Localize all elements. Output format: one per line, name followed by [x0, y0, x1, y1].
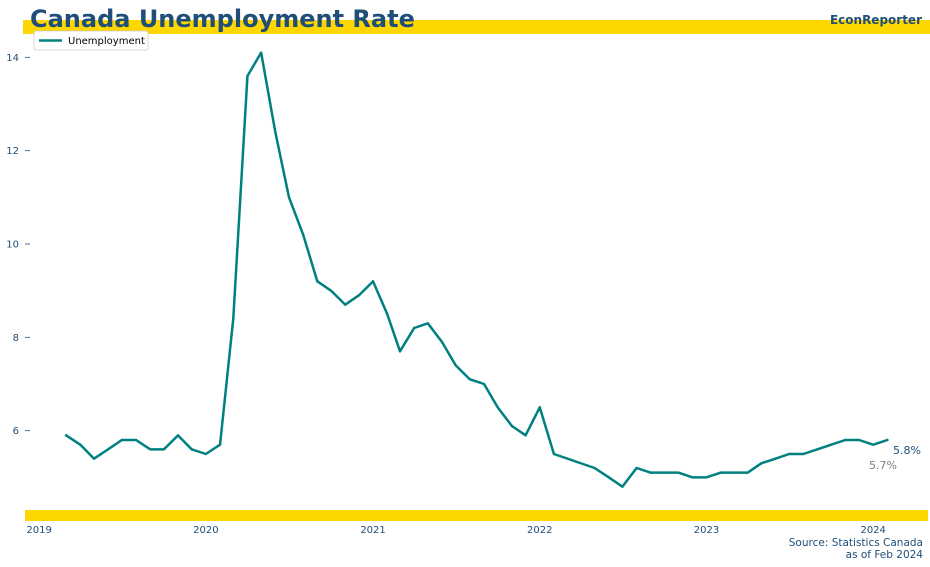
data-point [92, 457, 96, 460]
y-axis: 6 8 10 12 14 [6, 53, 30, 437]
previous-value-label: 5.7% [869, 459, 897, 472]
data-point [593, 466, 596, 470]
data-point [162, 448, 166, 451]
legend: Unemployment [33, 30, 149, 51]
series-line-unemployment [64, 51, 889, 488]
data-point [787, 452, 791, 456]
data-point [760, 462, 763, 465]
data-point [621, 485, 624, 488]
brand-logo: EconReporter [830, 13, 922, 27]
data-point [134, 438, 138, 442]
data-point [705, 476, 708, 479]
data-point [218, 443, 222, 446]
y-tick-label: 14 [6, 53, 19, 64]
data-point [371, 280, 375, 283]
x-tick-label: 2019 [26, 525, 51, 536]
data-point [468, 378, 472, 381]
x-tick-label: 2022 [527, 525, 552, 536]
data-point [677, 471, 680, 474]
data-point [343, 303, 347, 306]
data-point [691, 476, 694, 479]
y-tick-label: 8 [13, 333, 19, 344]
data-point [440, 340, 444, 344]
data-point [190, 448, 193, 451]
data-point [802, 452, 805, 456]
data-point [64, 434, 68, 437]
data-point [635, 466, 638, 470]
data-point [719, 471, 722, 474]
data-point [79, 443, 82, 446]
data-point [148, 448, 152, 451]
data-point [412, 326, 416, 330]
data-point [176, 434, 180, 437]
data-point [538, 406, 541, 409]
data-point [316, 280, 319, 283]
data-point [259, 51, 263, 54]
data-point [482, 382, 486, 386]
source-line-1: Source: Statistics Canada [789, 537, 923, 549]
data-point [287, 196, 291, 199]
x-tick-label: 2024 [860, 525, 885, 536]
data-point [649, 471, 652, 474]
x-tick-label: 2020 [193, 525, 218, 536]
data-point [106, 448, 110, 451]
bottom-accent-band [25, 510, 928, 521]
data-point [398, 350, 402, 353]
data-point [329, 289, 333, 292]
x-tick-label: 2023 [694, 525, 719, 536]
legend-box [33, 30, 149, 51]
data-point [301, 233, 305, 236]
data-point [524, 434, 527, 437]
data-point [607, 476, 610, 479]
y-tick-label: 12 [6, 146, 19, 157]
data-point [454, 364, 457, 367]
source-line-2: as of Feb 2024 [846, 549, 924, 561]
data-point [844, 438, 847, 442]
data-point [663, 471, 666, 474]
data-point [886, 438, 889, 442]
chart-title: Canada Unemployment Rate [30, 5, 415, 33]
x-axis: 2019 2020 2021 2022 2023 2024 [26, 525, 885, 536]
data-point [386, 312, 389, 316]
data-point [816, 448, 819, 451]
data-point [274, 130, 277, 134]
y-tick-label: 6 [13, 426, 19, 437]
data-point [496, 406, 499, 409]
x-tick-label: 2021 [360, 525, 385, 536]
data-point [120, 438, 124, 442]
data-point [426, 322, 430, 325]
data-point [774, 457, 777, 460]
data-point [871, 443, 875, 446]
last-value-label: 5.8% [893, 444, 921, 457]
y-tick-label: 10 [6, 240, 19, 251]
data-point [746, 471, 749, 474]
data-point [857, 438, 861, 442]
data-point [357, 294, 361, 297]
data-point [732, 471, 735, 474]
data-point [204, 452, 208, 456]
legend-label: Unemployment [68, 36, 145, 47]
data-point [552, 452, 556, 456]
data-point [246, 74, 249, 78]
data-point [232, 317, 235, 320]
series-points [64, 51, 889, 488]
top-accent-band [23, 20, 930, 34]
data-point [829, 443, 833, 446]
data-point [510, 424, 514, 428]
